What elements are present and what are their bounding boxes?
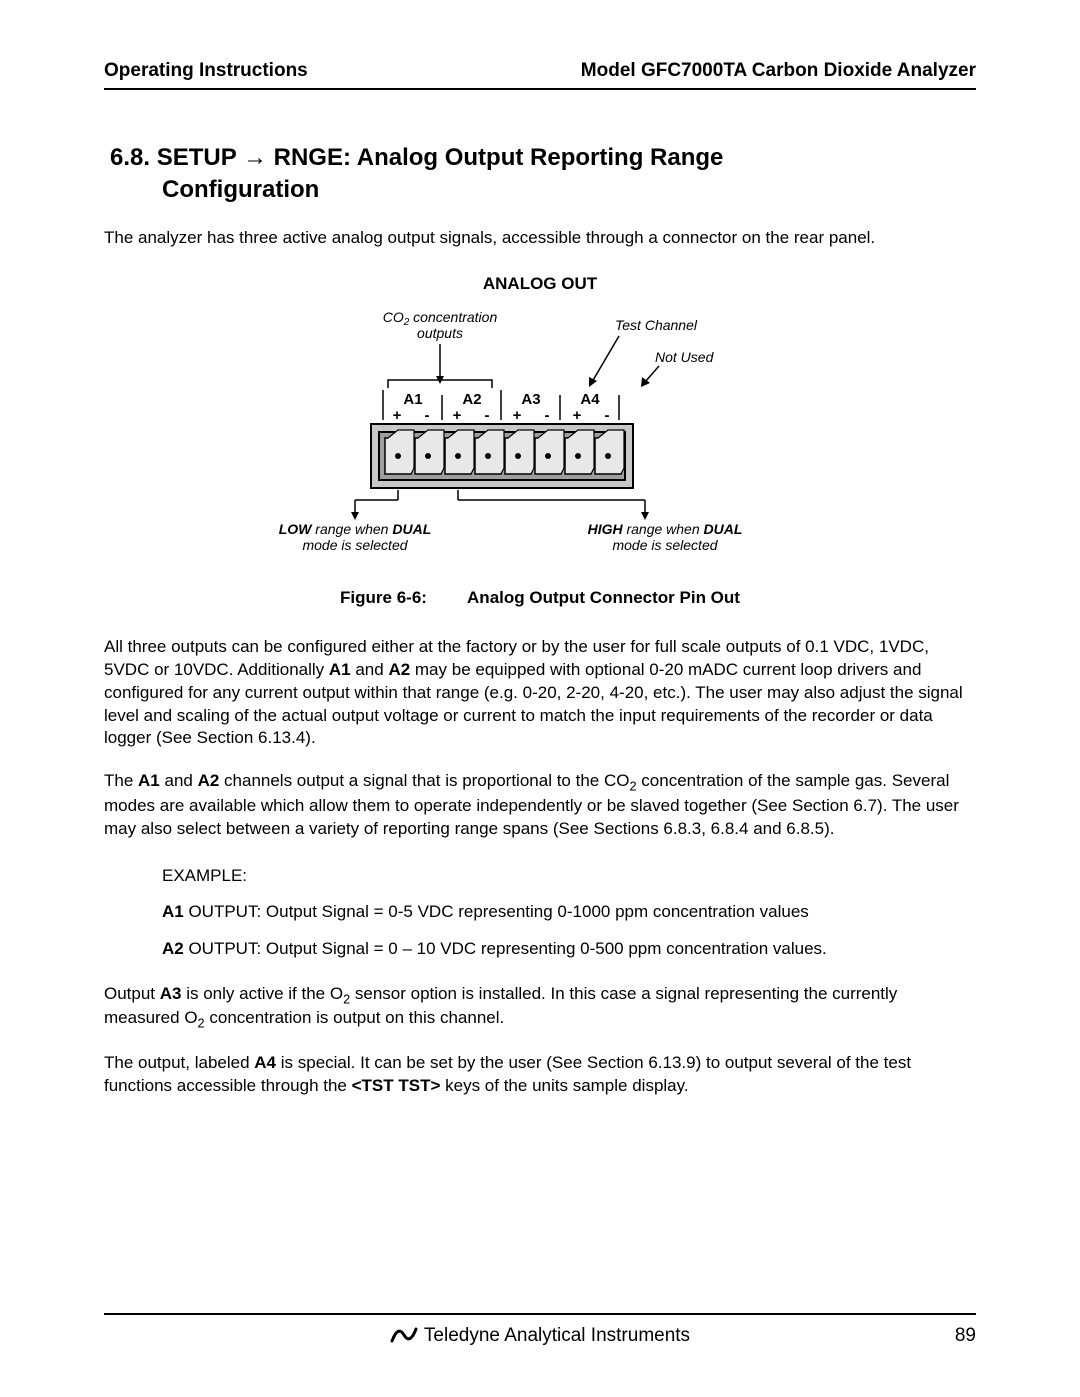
co2-label-a: CO [383, 309, 404, 325]
svg-text:+: + [453, 407, 462, 424]
low-range-line2: mode is selected [302, 537, 408, 553]
pin-a2-label: A2 [462, 391, 481, 408]
svg-text:-: - [545, 407, 550, 424]
teledyne-logo-icon [390, 1323, 418, 1349]
analog-out-diagram: CO2 concentration outputs Test Channel N… [275, 300, 805, 570]
paragraph-2: The A1 and A2 channels output a signal t… [104, 770, 976, 840]
figure-caption: Figure 6-6: Analog Output Connector Pin … [104, 588, 976, 608]
terminals [385, 430, 624, 474]
page-number: 89 [955, 1325, 976, 1347]
page-footer: Teledyne Analytical Instruments 89 [104, 1313, 976, 1349]
figure-number: Figure 6-6: [340, 588, 427, 607]
high-range-line2: mode is selected [612, 537, 718, 553]
pin-a1-label: A1 [403, 391, 422, 408]
svg-text:+: + [393, 407, 402, 424]
header-right: Model GFC7000TA Carbon Dioxide Analyzer [581, 60, 976, 82]
pin-a4-label: A4 [580, 391, 600, 408]
example-row-1: A1 OUTPUT: Output Signal = 0-5 VDC repre… [162, 897, 976, 928]
intro-paragraph: The analyzer has three active analog out… [104, 227, 976, 250]
example-block: EXAMPLE: A1 OUTPUT: Output Signal = 0-5 … [104, 861, 976, 965]
paragraph-4: The output, labeled A4 is special. It ca… [104, 1052, 976, 1098]
svg-text:-: - [425, 407, 430, 424]
example-row-2: A2 OUTPUT: Output Signal = 0 – 10 VDC re… [162, 934, 976, 965]
paragraph-3: Output A3 is only active if the O2 senso… [104, 983, 976, 1032]
section-title: 6.8. SETUP → RNGE: Analog Output Reporti… [104, 142, 976, 207]
figure-caption-text: Analog Output Connector Pin Out [467, 588, 740, 607]
example-heading: EXAMPLE: [162, 861, 976, 892]
svg-text:HIGH range when DUAL: HIGH range when DUAL [588, 521, 743, 537]
pin-a3-label: A3 [521, 391, 540, 408]
diagram-title: ANALOG OUT [104, 274, 976, 294]
section-title-line1: SETUP → RNGE: Analog Output Reporting Ra… [157, 144, 724, 171]
not-used-label: Not Used [655, 349, 715, 365]
paragraph-1: All three outputs can be configured eith… [104, 636, 976, 751]
header-left: Operating Instructions [104, 60, 308, 82]
co2-label-b: outputs [417, 325, 463, 341]
svg-text:+: + [513, 407, 522, 424]
section-number: 6.8. [110, 144, 150, 171]
footer-company: Teledyne Analytical Instruments [424, 1325, 690, 1347]
page-header: Operating Instructions Model GFC7000TA C… [104, 60, 976, 90]
section-title-line2: Configuration [110, 174, 319, 206]
svg-text:-: - [605, 407, 610, 424]
svg-text:LOW range when DUAL: LOW range when DUAL [279, 521, 432, 537]
svg-text:+: + [573, 407, 582, 424]
test-channel-label: Test Channel [615, 317, 698, 333]
svg-text:-: - [485, 407, 490, 424]
